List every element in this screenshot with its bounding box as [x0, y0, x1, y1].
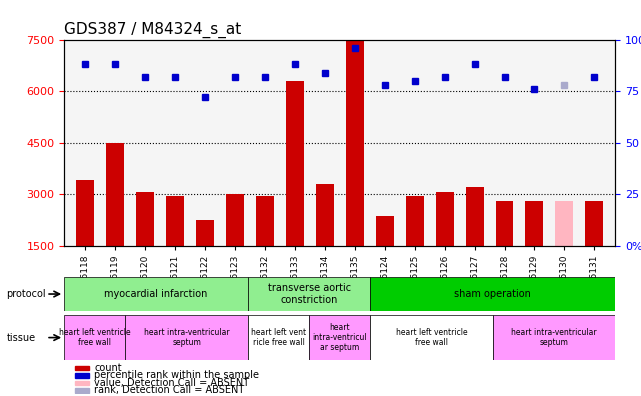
Bar — [256, 196, 274, 246]
Bar — [495, 201, 513, 246]
Bar — [316, 184, 334, 246]
Bar — [75, 381, 89, 385]
Bar — [406, 196, 424, 246]
Bar — [465, 187, 483, 246]
Text: heart left vent
ricle free wall: heart left vent ricle free wall — [251, 328, 306, 347]
Bar — [345, 41, 363, 246]
FancyBboxPatch shape — [248, 277, 370, 311]
Bar — [436, 192, 454, 246]
Text: protocol: protocol — [6, 289, 46, 299]
Text: heart intra-ventricular
septum: heart intra-ventricular septum — [144, 328, 229, 347]
FancyBboxPatch shape — [493, 315, 615, 360]
FancyBboxPatch shape — [248, 315, 309, 360]
Bar — [75, 373, 89, 378]
Bar — [75, 366, 89, 370]
Bar — [286, 81, 304, 246]
Text: sham operation: sham operation — [454, 289, 531, 299]
Bar — [166, 196, 184, 246]
Text: tissue: tissue — [6, 333, 35, 343]
Bar — [526, 201, 544, 246]
Bar — [76, 180, 94, 246]
Text: heart left ventricle
free wall: heart left ventricle free wall — [395, 328, 467, 347]
Bar — [585, 201, 603, 246]
Bar — [376, 216, 394, 246]
Text: transverse aortic
constriction: transverse aortic constriction — [267, 283, 351, 305]
FancyBboxPatch shape — [309, 315, 370, 360]
Text: count: count — [94, 363, 122, 373]
FancyBboxPatch shape — [126, 315, 248, 360]
Text: GDS387 / M84324_s_at: GDS387 / M84324_s_at — [64, 22, 242, 38]
Text: value, Detection Call = ABSENT: value, Detection Call = ABSENT — [94, 378, 249, 388]
Text: heart intra-ventricular
septum: heart intra-ventricular septum — [512, 328, 597, 347]
FancyBboxPatch shape — [64, 315, 126, 360]
Text: heart
intra-ventricul
ar septum: heart intra-ventricul ar septum — [312, 323, 367, 352]
Text: rank, Detection Call = ABSENT: rank, Detection Call = ABSENT — [94, 385, 245, 395]
Text: heart left ventricle
free wall: heart left ventricle free wall — [59, 328, 131, 347]
Bar — [556, 201, 574, 246]
FancyBboxPatch shape — [370, 277, 615, 311]
FancyBboxPatch shape — [370, 315, 493, 360]
Text: percentile rank within the sample: percentile rank within the sample — [94, 370, 260, 381]
Bar — [226, 194, 244, 246]
Bar — [136, 192, 154, 246]
FancyBboxPatch shape — [64, 277, 248, 311]
Text: myocardial infarction: myocardial infarction — [104, 289, 208, 299]
Bar — [106, 143, 124, 246]
Bar — [196, 220, 214, 246]
Bar — [75, 388, 89, 393]
